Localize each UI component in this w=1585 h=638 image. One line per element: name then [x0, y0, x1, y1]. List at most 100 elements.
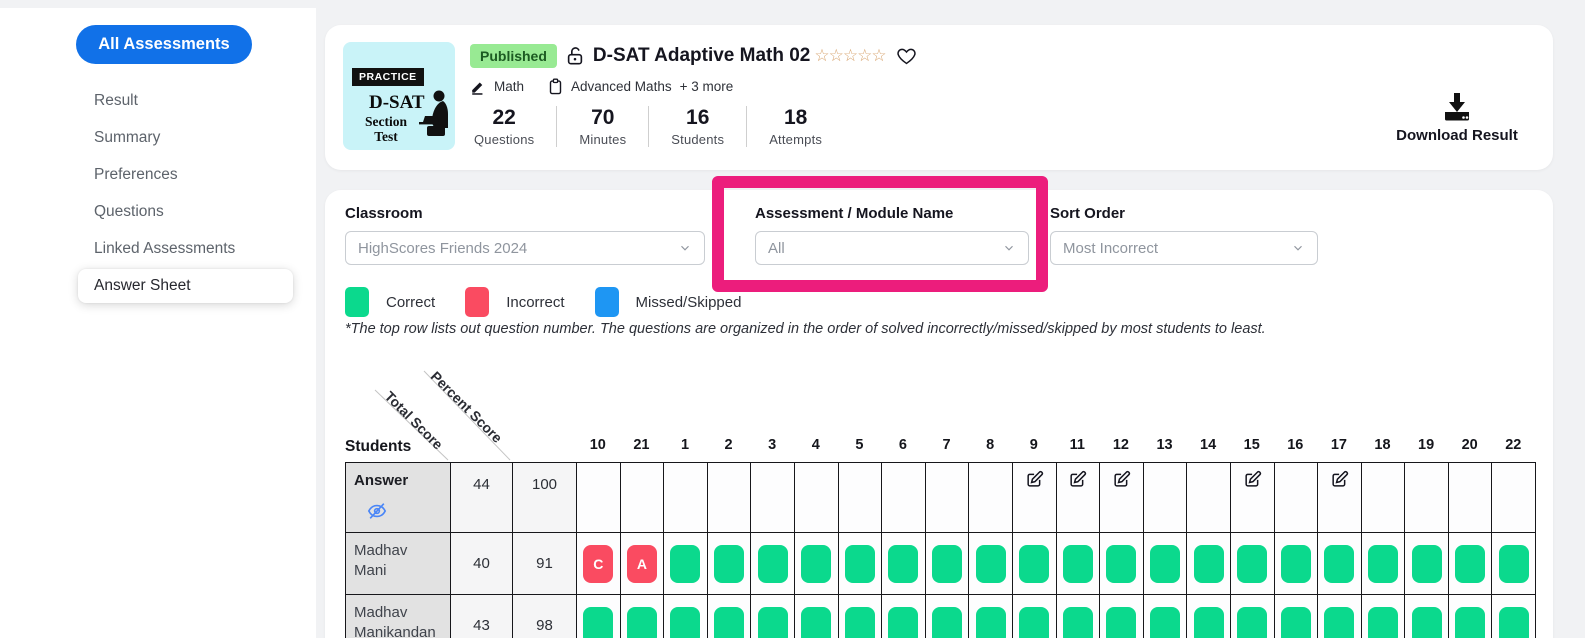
answer-question-cell — [1492, 463, 1537, 533]
mark-correct — [1411, 606, 1442, 638]
answer-sheet-card: Classroom HighScores Friends 2024 Assess… — [325, 190, 1553, 638]
mark-correct — [714, 606, 745, 638]
question-number: 17 — [1330, 437, 1347, 453]
download-result-button[interactable]: Download Result — [1391, 91, 1523, 144]
practice-tag: PRACTICE — [352, 68, 424, 86]
student-question-cell: C — [577, 533, 621, 595]
student-question-cell — [1448, 595, 1493, 638]
student-question-cell — [620, 595, 665, 638]
question-number: 14 — [1200, 437, 1217, 453]
student-question-cell — [751, 533, 795, 595]
sidebar-item-linked-assessments[interactable]: Linked Assessments — [94, 240, 236, 257]
answer-question-cell — [925, 463, 970, 533]
answer-question-cell — [1143, 463, 1188, 533]
clipboard-icon — [549, 78, 562, 95]
stat-label: Students — [671, 132, 725, 147]
answer-row-header-cell: Answer — [346, 463, 451, 533]
mark-correct — [801, 544, 832, 583]
sidebar-item-answer-sheet[interactable]: Answer Sheet — [78, 269, 293, 303]
student-question-cell: A — [620, 533, 665, 595]
rating-stars-icon[interactable]: ☆☆☆☆☆ — [814, 46, 886, 65]
question-number: 18 — [1374, 437, 1391, 453]
sidebar-item-questions[interactable]: Questions — [94, 203, 164, 220]
legend-note: *The top row lists out question number. … — [345, 321, 1266, 337]
edit-answer-button[interactable] — [1025, 470, 1044, 494]
question-number: 12 — [1112, 437, 1129, 453]
stat-attempts: 18 Attempts — [746, 106, 844, 147]
student-question-cell — [925, 595, 970, 638]
answer-question-cell — [1274, 463, 1319, 533]
lock-icon — [567, 47, 583, 65]
assessment-filter: Assessment / Module Name All — [755, 205, 1029, 265]
answer-question-cell — [1361, 463, 1406, 533]
legend-label: Correct — [386, 293, 436, 311]
mark-correct — [670, 606, 701, 638]
favorite-heart-icon[interactable] — [896, 46, 917, 66]
mark-correct — [1455, 606, 1486, 638]
mark-correct — [888, 606, 919, 638]
answer-question-cell — [1100, 463, 1144, 533]
student-question-cell — [1100, 595, 1144, 638]
edit-answer-button[interactable] — [1330, 470, 1349, 494]
mark-correct — [1237, 544, 1268, 583]
sort-order-select[interactable]: Most Incorrect — [1050, 231, 1318, 265]
stat-label: Questions — [474, 132, 535, 147]
assessment-title: D-SAT Adaptive Math 02 — [592, 45, 811, 66]
mark-correct — [1237, 606, 1268, 638]
toggle-answer-visibility-button[interactable] — [366, 501, 388, 527]
student-percent-score-cell: 91 — [513, 533, 577, 595]
more-topics-label[interactable]: + 3 more — [679, 79, 734, 94]
sidebar-item-preferences[interactable]: Preferences — [94, 166, 178, 183]
correct-swatch — [345, 287, 369, 317]
mark-correct — [583, 606, 614, 638]
edit-answer-icon — [1332, 470, 1348, 487]
answer-question-cell — [794, 463, 839, 533]
answer-question-cell — [1056, 463, 1101, 533]
legend: Correct Incorrect Missed/Skipped — [345, 287, 771, 317]
student-question-cell — [838, 595, 883, 638]
mark-correct — [1367, 544, 1398, 583]
mark-incorrect: C — [583, 544, 614, 583]
student-question-cell — [1318, 533, 1362, 595]
student-question-cell — [1492, 595, 1537, 638]
edit-answer-button[interactable] — [1112, 470, 1131, 494]
sidebar-item-result[interactable]: Result — [94, 92, 138, 109]
assessment-value: All — [768, 239, 785, 257]
mark-correct — [975, 606, 1006, 638]
student-question-cell — [1187, 595, 1231, 638]
student-total-score-cell: 43 — [451, 595, 513, 638]
student-question-cell — [707, 533, 752, 595]
student-question-cell — [969, 533, 1013, 595]
status-badge: Published — [470, 44, 557, 68]
classroom-label: Classroom — [345, 205, 423, 222]
answer-question-cell — [1448, 463, 1493, 533]
mark-correct — [757, 544, 788, 583]
student-name-cell: Madhav Manikandan — [346, 595, 451, 638]
sidebar-item-summary[interactable]: Summary — [94, 129, 161, 146]
student-question-cell — [1012, 595, 1057, 638]
all-assessments-button[interactable]: All Assessments — [76, 25, 252, 64]
student-question-cell — [1492, 533, 1537, 595]
mark-correct — [1019, 606, 1050, 638]
mark-correct — [1062, 544, 1093, 583]
answer-question-cell — [969, 463, 1013, 533]
title-row: Published D-SAT Adaptive Math 02 ☆☆☆☆☆ — [470, 41, 917, 71]
student-question-cell — [1274, 595, 1319, 638]
assessment-header-card: PRACTICE D-SAT Section Test Published — [325, 25, 1553, 170]
topic-label: Advanced Maths — [571, 79, 672, 94]
edit-answer-button[interactable] — [1243, 470, 1262, 494]
stat-value: 18 — [783, 106, 808, 129]
student-name-cell: Madhav Mani — [346, 533, 451, 595]
student-question-cell — [664, 595, 708, 638]
classroom-value: HighScores Friends 2024 — [358, 239, 528, 257]
incorrect-swatch — [465, 287, 490, 317]
assessment-select[interactable]: All — [755, 231, 1029, 265]
edit-answer-button[interactable] — [1068, 470, 1087, 494]
mark-correct — [1367, 606, 1398, 638]
eye-off-icon — [367, 502, 387, 519]
mark-correct — [844, 544, 875, 583]
classroom-select[interactable]: HighScores Friends 2024 — [345, 231, 705, 265]
edit-answer-icon — [1114, 470, 1131, 487]
answer-question-cell — [751, 463, 795, 533]
